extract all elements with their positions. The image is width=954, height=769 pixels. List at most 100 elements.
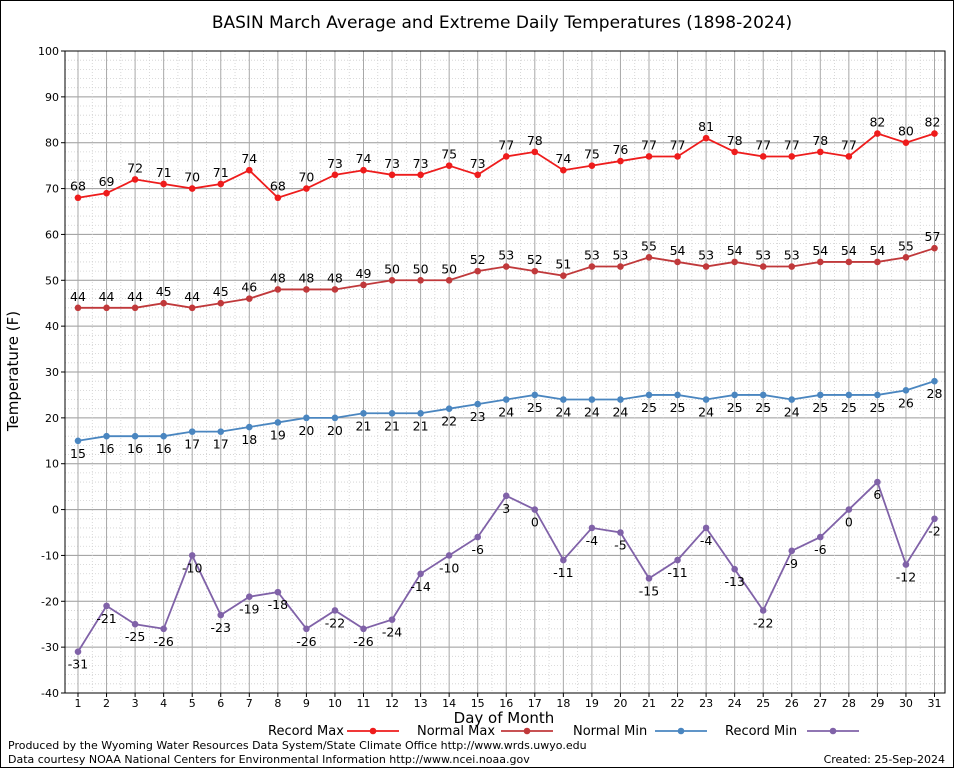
normal-min-data-label: 17 <box>184 437 200 452</box>
normal-min-data-label: 24 <box>555 405 571 420</box>
normal-max-data-label: 54 <box>812 243 828 258</box>
record-min-point <box>188 552 196 559</box>
footer-created: Created: 25-Sep-2024 <box>824 753 945 766</box>
normal-max-data-label: 50 <box>441 261 457 276</box>
normal-min-data-label: 24 <box>498 405 514 420</box>
normal-min-data-label: 19 <box>270 427 286 442</box>
normal-max-point <box>74 304 82 312</box>
normal-max-point <box>731 258 738 266</box>
y-tick-label: 40 <box>45 320 59 333</box>
normal-max-data-label: 55 <box>898 238 914 253</box>
x-tick-label: 9 <box>303 697 310 710</box>
normal-min-point <box>588 396 596 403</box>
record-min-point <box>788 547 796 555</box>
record-max-point <box>560 166 567 174</box>
y-tick-label: -10 <box>41 549 59 562</box>
record-max-point <box>74 194 82 202</box>
normal-max-data-label: 44 <box>184 289 200 304</box>
normal-min-point <box>360 409 367 417</box>
record-min-data-label: -14 <box>410 579 430 594</box>
normal-min-data-label: 25 <box>641 400 657 415</box>
normal-max-point <box>531 267 539 275</box>
record-min-data-label: -19 <box>239 602 259 617</box>
record-min-data-label: -18 <box>268 597 288 612</box>
x-tick-label: 20 <box>613 697 627 710</box>
x-tick-label: 7 <box>246 697 253 710</box>
y-tick-label: 70 <box>45 183 59 196</box>
normal-max-data-label: 53 <box>755 248 771 263</box>
record-max-point <box>160 180 167 188</box>
normal-max-data-label: 44 <box>127 289 143 304</box>
x-tick-label: 23 <box>699 697 713 710</box>
normal-min-point <box>388 409 396 417</box>
normal-min-data-label: 25 <box>670 400 686 415</box>
normal-max-point <box>817 258 824 266</box>
x-tick-label: 11 <box>357 697 371 710</box>
record-max-data-label: 73 <box>384 156 400 171</box>
record-max-point <box>617 157 624 165</box>
normal-max-data-label: 53 <box>584 248 600 263</box>
normal-max-point <box>474 267 482 275</box>
record-min-data-label: -25 <box>125 629 145 644</box>
normal-max-point <box>417 276 424 284</box>
record-min-data-label: -6 <box>471 542 484 557</box>
record-min-point <box>931 515 938 523</box>
normal-max-point <box>588 263 596 270</box>
record-max-data-label: 82 <box>925 115 941 130</box>
x-tick-label: 6 <box>217 697 224 710</box>
record-max-point <box>931 130 938 137</box>
normal-min-data-label: 25 <box>841 400 857 415</box>
normal-min-data-label: 24 <box>584 405 600 420</box>
record-min-data-label: 0 <box>531 515 539 530</box>
x-tick-label: 14 <box>442 697 456 710</box>
legend-label-record-min: Record Min <box>725 724 797 739</box>
normal-min-data-label: 28 <box>927 386 943 401</box>
x-tick-label: 18 <box>556 697 570 710</box>
record-max-point <box>445 162 453 169</box>
normal-max-data-label: 44 <box>70 289 86 304</box>
y-tick-label: 10 <box>45 458 59 471</box>
normal-max-data-label: 50 <box>413 261 429 276</box>
normal-max-point <box>788 263 796 270</box>
record-min-data-label: -10 <box>182 560 202 575</box>
normal-min-data-label: 25 <box>755 400 771 415</box>
record-max-data-label: 80 <box>898 124 914 139</box>
normal-min-data-label: 24 <box>784 405 800 420</box>
x-tick-label: 1 <box>75 697 82 710</box>
record-max-point <box>217 180 225 188</box>
normal-min-point <box>560 396 567 403</box>
record-min-data-label: -4 <box>700 533 713 548</box>
normal-max-point <box>902 254 910 261</box>
record-min-point <box>103 602 110 610</box>
x-axis: 1 2 3 4 5 6 7 8 9 10 11 12 13 14 15 16 17 18 19 20 21 22 23 24 2… <box>75 693 942 710</box>
record-min-point <box>817 533 824 541</box>
normal-max-point <box>502 263 510 270</box>
y-tick-label: 30 <box>45 366 59 379</box>
normal-max-point <box>188 304 196 312</box>
x-tick-label: 16 <box>499 697 513 710</box>
x-tick-label: 5 <box>189 697 196 710</box>
record-min-point <box>759 607 767 614</box>
record-min-point <box>674 556 681 564</box>
x-tick-label: 3 <box>132 697 139 710</box>
x-tick-label: 4 <box>160 697 167 710</box>
record-max-data-label: 70 <box>184 170 200 185</box>
record-max-point <box>788 153 796 160</box>
x-tick-label: 8 <box>274 697 281 710</box>
normal-min-point <box>445 405 453 412</box>
record-min-data-label: 0 <box>845 515 853 530</box>
record-max-data-label: 75 <box>441 147 457 162</box>
normal-max-point <box>674 258 681 266</box>
record-max-point <box>731 148 738 156</box>
normal-min-data-label: 18 <box>241 432 257 447</box>
normal-min-point <box>845 391 853 399</box>
record-max-data-label: 74 <box>555 151 571 166</box>
record-min-data-label: 3 <box>502 501 510 516</box>
record-min-data-label: -4 <box>586 533 599 548</box>
record-max-data-label: 78 <box>812 133 828 148</box>
x-tick-label: 2 <box>103 697 110 710</box>
record-min-data-label: -22 <box>325 615 345 630</box>
footer-data-courtesy: Data courtesy NOAA National Centers for … <box>8 753 530 766</box>
chart-title: BASIN March Average and Extreme Daily Te… <box>212 13 792 33</box>
series-layer: 68 69 72 71 70 71 74 68 70 73 74 73 73 75 73 77 78 74 75 76… <box>68 115 943 672</box>
